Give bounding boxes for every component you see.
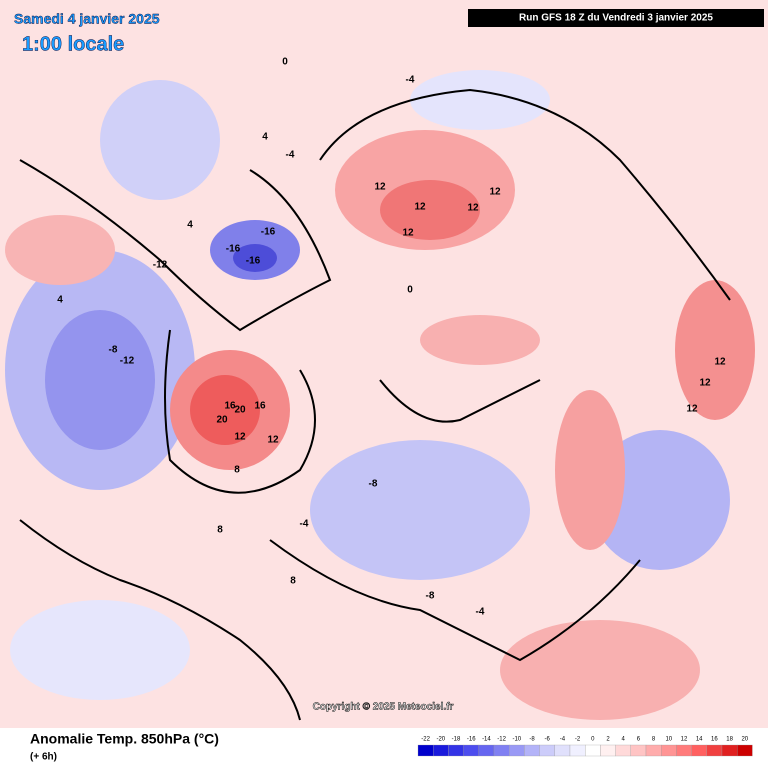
scale-label: -8 (529, 737, 535, 743)
contour-label: 12 (714, 357, 726, 368)
copyright: Copyright © 2025 Meteociel.fr (313, 702, 454, 713)
scale-label: 4 (622, 737, 626, 743)
contour-label: 12 (699, 378, 711, 389)
scale-label: -14 (482, 737, 491, 743)
field-title: Anomalie Temp. 850hPa (°C) (30, 731, 219, 747)
scale-label: -4 (560, 737, 566, 743)
contour-label: 0 (407, 285, 413, 296)
scale-box (600, 744, 616, 757)
scale-label: -20 (436, 737, 445, 743)
date: Samedi 4 janvier 2025 (14, 11, 160, 27)
scale-box (509, 744, 525, 757)
scale-box (706, 744, 723, 757)
contour-label: 12 (267, 435, 279, 446)
time: 1:00 locale (22, 33, 124, 55)
contour-label: 12 (489, 187, 501, 198)
scale-label: -16 (467, 737, 476, 743)
coastlines (19, 88, 731, 721)
contour-label: -8 (426, 591, 435, 602)
scale-label: 16 (711, 737, 718, 743)
contour-label: 4 (57, 295, 63, 306)
scale-box (524, 744, 540, 757)
contour-label: 12 (686, 404, 698, 415)
scale-label: 20 (741, 737, 748, 743)
scale-box (737, 744, 753, 757)
scale-box (676, 744, 692, 757)
contour-label: 12 (414, 202, 426, 213)
scale-box (691, 744, 707, 757)
scale-label: 6 (637, 737, 641, 743)
contour-label: -12 (153, 260, 168, 271)
scale-label: -18 (452, 737, 461, 743)
contour-label: -4 (476, 607, 485, 618)
scale-label: 8 (652, 737, 656, 743)
contour-label: 8 (217, 525, 223, 536)
scale-label: -22 (421, 737, 430, 743)
scale-box (585, 744, 601, 757)
lead-time: (+ 6h) (30, 752, 57, 763)
contour-label: 12 (374, 182, 386, 193)
contour-label: -4 (286, 150, 295, 161)
contour-label: 16 (254, 401, 266, 412)
contour-label: 4 (262, 132, 268, 143)
scale-box (463, 744, 479, 757)
scale-label: -10 (512, 737, 521, 743)
scale-label: 2 (606, 737, 610, 743)
contour-label: -16 (226, 244, 241, 255)
scale-box (569, 744, 586, 757)
contour-label: 12 (402, 228, 414, 239)
run-info: Run GFS 18 Z du Vendredi 3 janvier 2025 (519, 13, 713, 24)
anomaly-fields (5, 70, 755, 720)
contour-label: 16 (224, 401, 236, 412)
scale-box (554, 744, 571, 757)
scale-label: -12 (497, 737, 506, 743)
contour-label: -4 (406, 75, 415, 86)
scale-box (493, 744, 510, 757)
scale-label: 10 (665, 737, 672, 743)
scale-label: 0 (591, 737, 595, 743)
color-scale: -22 -20 -18 -16 -14 -12 -10 -8 -6 -4 -2 0 2 4 6 8 10 12 14… (417, 737, 753, 757)
contour-label: 12 (234, 432, 246, 443)
run-banner (468, 9, 764, 27)
scale-box (417, 744, 434, 757)
contour-label: -4 (300, 519, 309, 530)
scale-label: 14 (696, 737, 703, 743)
contour-label: 20 (234, 405, 246, 416)
scale-box (539, 744, 555, 757)
contour-label: 12 (467, 203, 479, 214)
scale-box (630, 744, 647, 757)
contour-label: 0 (282, 57, 288, 68)
scale-box (615, 744, 631, 757)
contour-label: 4 (187, 220, 193, 231)
contour-label: 8 (290, 576, 296, 587)
scale-label: 18 (726, 737, 733, 743)
contour-label: -12 (120, 356, 135, 367)
contour-label: 20 (216, 415, 228, 426)
scale-label: -2 (575, 737, 581, 743)
contour-label: 8 (234, 465, 240, 476)
scale-box (478, 744, 495, 757)
contour-label: -8 (369, 479, 378, 490)
scale-box (448, 744, 464, 757)
scale-box (661, 744, 677, 757)
scale-label: -6 (545, 737, 551, 743)
scale-box (721, 744, 738, 757)
contour-label: -8 (109, 345, 118, 356)
scale-box (433, 744, 449, 757)
contour-label: -16 (246, 256, 261, 267)
scale-label: 12 (681, 737, 688, 743)
scale-box (645, 744, 662, 757)
contour-label: -16 (261, 227, 276, 238)
